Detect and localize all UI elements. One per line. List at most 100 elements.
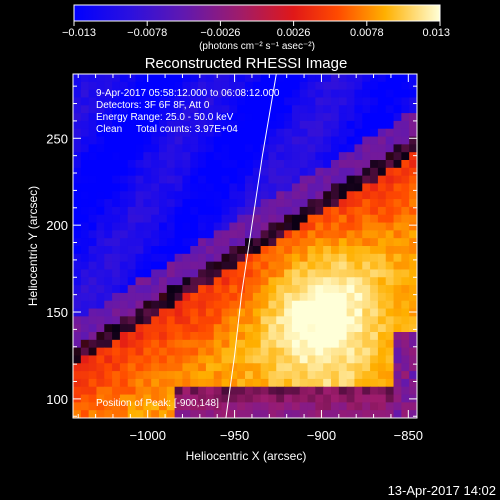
heatmap-cell <box>190 261 199 271</box>
heatmap-cell <box>135 316 144 325</box>
heatmap-cell <box>229 339 238 349</box>
heatmap-cell <box>174 160 184 169</box>
heatmap-cell <box>190 285 199 294</box>
heatmap-cell <box>166 386 176 396</box>
heatmap-cell <box>127 386 137 396</box>
heatmap-cell <box>338 214 348 224</box>
heatmap-cell <box>323 300 332 310</box>
heatmap-cell <box>73 292 82 302</box>
heatmap-cell <box>174 378 184 388</box>
heatmap-cell <box>315 363 324 372</box>
heatmap-cell <box>315 292 324 302</box>
heatmap-cell <box>213 371 223 380</box>
heatmap-cell <box>237 74 246 83</box>
heatmap-cell <box>354 300 363 310</box>
heatmap-cell <box>284 378 293 388</box>
heatmap-cell <box>245 222 254 231</box>
heatmap-cell <box>143 105 152 114</box>
heatmap-cell <box>229 347 238 357</box>
heatmap-cell <box>237 199 246 208</box>
heatmap-cell <box>229 89 238 99</box>
heatmap-cell <box>284 89 293 99</box>
heatmap-cell <box>198 74 207 83</box>
heatmap-cell <box>143 128 152 138</box>
heatmap-cell <box>299 292 309 302</box>
heatmap-cell <box>198 214 207 224</box>
heatmap-cell <box>198 206 207 216</box>
heatmap-cell <box>307 160 316 169</box>
heatmap-cell <box>385 277 395 286</box>
heatmap-cell <box>393 316 402 325</box>
heatmap-cell <box>174 308 184 317</box>
heatmap-cell <box>315 253 324 263</box>
heatmap-cell <box>252 214 262 224</box>
heatmap-cell <box>88 74 98 83</box>
heatmap-cell <box>112 308 121 317</box>
heatmap-cell <box>119 300 129 310</box>
heatmap-cell <box>331 347 340 357</box>
heatmap-cell <box>80 316 90 325</box>
heatmap-cell <box>182 332 191 341</box>
heatmap-cell <box>299 214 309 224</box>
heatmap-cell <box>205 285 215 294</box>
heatmap-cell <box>377 308 387 317</box>
heatmap-cell <box>213 144 223 153</box>
heatmap-cell <box>323 402 332 411</box>
heatmap-cell <box>213 191 223 200</box>
heatmap-cell <box>135 363 144 372</box>
heatmap-cell <box>393 144 402 153</box>
heatmap-cell <box>143 277 152 286</box>
heatmap-cell <box>307 332 316 341</box>
heatmap-cell <box>174 120 184 130</box>
heatmap-cell <box>96 339 105 349</box>
heatmap-cell <box>377 89 387 99</box>
heatmap-cell <box>291 386 301 396</box>
heatmap-cell <box>73 253 82 263</box>
heatmap-cell <box>362 183 371 192</box>
heatmap-cell <box>331 167 340 177</box>
heatmap-cell <box>112 152 121 161</box>
heatmap-cell <box>401 410 410 418</box>
heatmap-cell <box>245 113 254 122</box>
heatmap-cell <box>370 394 379 403</box>
heatmap-cell <box>119 113 129 122</box>
heatmap-cell <box>104 206 113 216</box>
heatmap-cell <box>370 128 379 138</box>
heatmap-cell <box>315 160 324 169</box>
heatmap-cell <box>143 285 152 294</box>
heatmap-cell <box>73 144 82 153</box>
heatmap-cell <box>385 144 395 153</box>
heatmap-cell <box>166 285 176 294</box>
heatmap-cell <box>291 253 301 263</box>
heatmap-cell <box>245 128 254 138</box>
heatmap-cell <box>338 246 348 255</box>
heatmap-cell <box>80 152 90 161</box>
heatmap-cell <box>307 394 316 403</box>
heatmap-cell <box>104 300 113 310</box>
heatmap-cell <box>338 363 348 372</box>
heatmap-cell <box>338 120 348 130</box>
heatmap-cell <box>338 339 348 349</box>
heatmap-cell <box>135 261 144 271</box>
heatmap-cell <box>151 222 160 231</box>
heatmap-cell <box>221 238 230 247</box>
heatmap-cell <box>346 238 356 247</box>
heatmap-cell <box>80 277 90 286</box>
heatmap-cell <box>409 183 417 192</box>
heatmap-cell <box>323 371 332 380</box>
heatmap-cell <box>151 152 160 161</box>
heatmap-cell <box>221 191 230 200</box>
heatmap-cell <box>260 347 270 357</box>
heatmap-cell <box>88 246 98 255</box>
heatmap-cell <box>245 363 254 372</box>
heatmap-cell <box>323 410 332 418</box>
heatmap-cell <box>245 292 254 302</box>
heatmap-cell <box>112 292 121 302</box>
heatmap-cell <box>159 206 168 216</box>
heatmap-cell <box>73 136 82 145</box>
heatmap-cell <box>88 222 98 231</box>
heatmap-cell <box>276 371 285 380</box>
heatmap-cell <box>80 332 90 341</box>
heatmap-cell <box>284 269 293 278</box>
heatmap-cell <box>213 253 223 263</box>
